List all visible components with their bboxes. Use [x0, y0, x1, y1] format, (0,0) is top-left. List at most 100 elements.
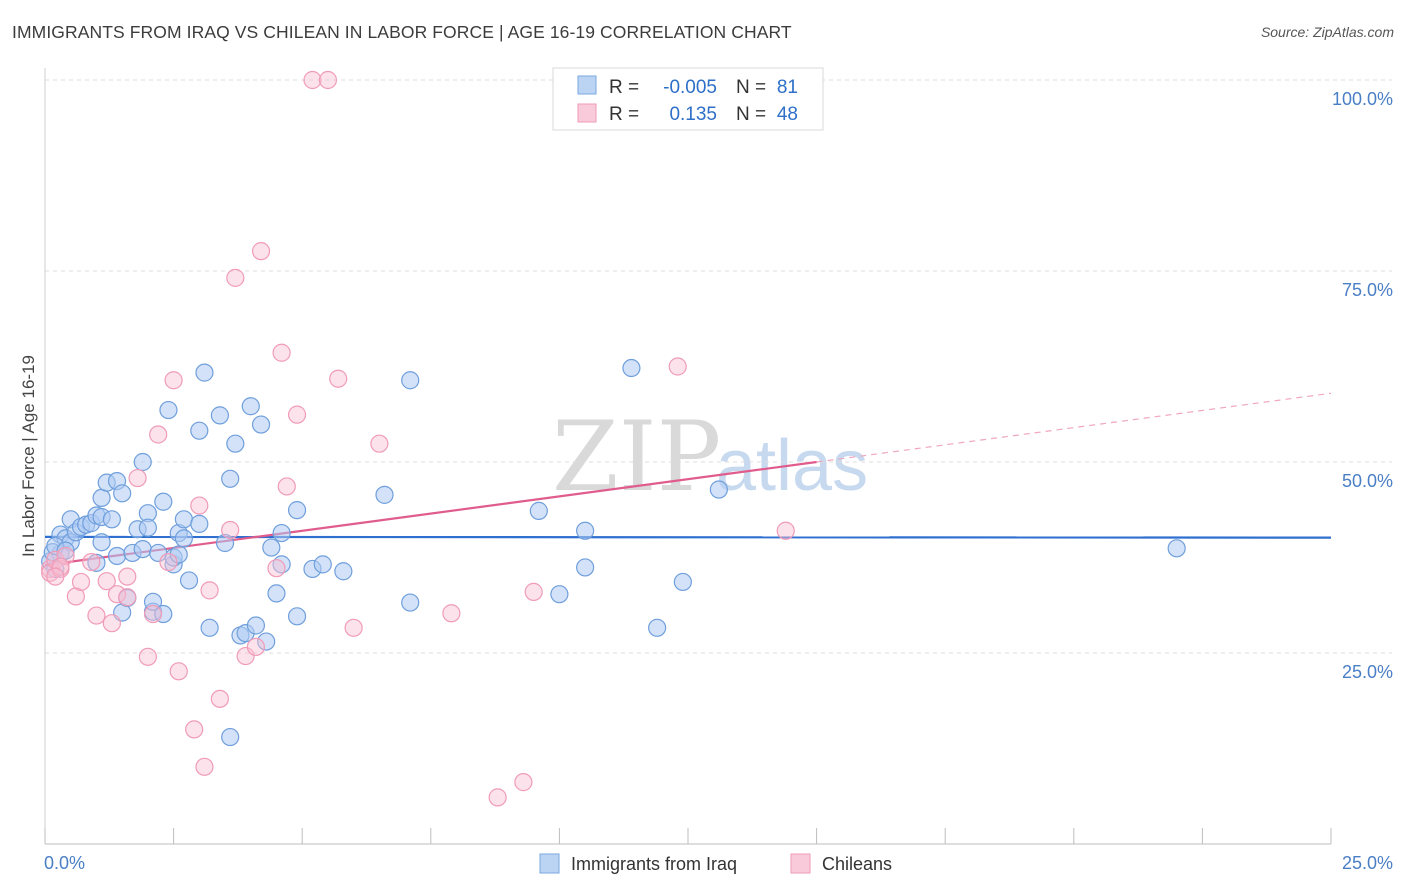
chart-title: IMMIGRANTS FROM IRAQ VS CHILEAN IN LABOR…	[12, 22, 792, 42]
iraq-point	[102, 510, 121, 529]
chileans-point	[185, 720, 204, 739]
bottom-legend-label-iraq: Immigrants from Iraq	[571, 854, 737, 874]
iraq-point	[190, 421, 209, 440]
legend-n-value-1: 81	[777, 77, 798, 98]
chileans-point	[87, 606, 106, 625]
data-points	[41, 70, 1186, 807]
chileans-point	[488, 788, 507, 807]
iraq-point	[241, 397, 260, 416]
iraq-point	[107, 546, 127, 566]
chileans-point	[287, 405, 307, 424]
y-tick-label-100: 100.0%	[1332, 89, 1393, 109]
bottom-legend-swatch-chileans	[790, 853, 811, 874]
legend-swatch-iraq	[577, 75, 597, 95]
iraq-point	[246, 616, 266, 635]
iraq-point	[138, 518, 157, 537]
chileans-point	[344, 618, 363, 637]
iraq-point	[174, 529, 193, 548]
iraq-point	[287, 501, 307, 520]
iraq-point	[92, 488, 111, 508]
iraq-point	[648, 618, 667, 637]
chileans-point	[329, 369, 348, 388]
chileans-point	[246, 637, 266, 656]
iraq-point	[190, 514, 209, 533]
source-label: Source: ZipAtlas.com	[1260, 24, 1394, 40]
chileans-point	[668, 357, 687, 376]
chileans-point	[277, 477, 296, 496]
chileans-point	[200, 581, 219, 600]
chileans-point	[169, 662, 188, 681]
chileans-point	[190, 496, 209, 515]
iraq-point	[200, 618, 219, 637]
x-tick-label-min: 0.0%	[44, 853, 85, 873]
iraq-point	[262, 538, 281, 557]
chileans-point	[251, 242, 271, 261]
chileans-point	[267, 559, 286, 578]
legend-swatch-chileans	[577, 103, 597, 123]
chileans-point	[149, 425, 168, 444]
chileans-point	[159, 552, 178, 572]
iraq-point	[87, 553, 106, 572]
iraq-point	[709, 480, 728, 499]
iraq-point	[529, 501, 548, 520]
chileans-point	[51, 557, 70, 576]
chileans-point	[56, 546, 75, 566]
bottom-legend-label-chileans: Chileans	[822, 854, 892, 874]
legend-n-label-1: N =	[736, 77, 766, 98]
iraq-point	[133, 539, 152, 559]
iraq-trend-line	[44, 535, 1332, 539]
chileans-trend-extension	[816, 392, 1332, 463]
iraq-point	[257, 632, 276, 651]
iraq-point	[401, 593, 420, 612]
chileans-point	[138, 647, 157, 666]
iraq-point	[673, 572, 692, 592]
chileans-point	[221, 520, 240, 540]
iraq-point	[251, 415, 271, 434]
chileans-point	[164, 371, 183, 390]
legend-n-value-2: 48	[777, 104, 798, 125]
chileans-point	[272, 343, 291, 362]
iraq-point	[550, 585, 569, 604]
y-axis-label: In Labor Force | Age 16-19	[19, 355, 38, 557]
gridlines	[45, 79, 1392, 654]
chileans-point	[514, 773, 533, 792]
chileans-point	[118, 588, 137, 607]
iraq-point	[113, 484, 132, 503]
y-tick-label-75: 75.0%	[1342, 280, 1393, 300]
bottom-legend-swatch-iraq	[539, 853, 560, 874]
chileans-point	[128, 468, 147, 488]
chileans-point	[118, 567, 137, 586]
chileans-point	[195, 757, 214, 776]
chileans-point	[210, 689, 229, 708]
iraq-point	[159, 400, 178, 420]
iraq-point	[576, 521, 595, 540]
y-tick-label-50: 50.0%	[1342, 471, 1393, 491]
chileans-point	[82, 552, 101, 572]
chileans-point	[236, 646, 255, 666]
iraq-point	[169, 545, 188, 564]
iraq-point	[179, 571, 199, 590]
legend-r-value-2: 0.135	[669, 104, 717, 125]
chileans-point	[318, 70, 338, 90]
iraq-point	[154, 492, 173, 511]
iraq-point	[272, 523, 291, 543]
chileans-point	[776, 521, 795, 540]
chileans-point	[370, 434, 389, 453]
chileans-point	[107, 585, 127, 604]
iraq-point	[56, 541, 75, 560]
legend-n-label-2: N =	[736, 104, 766, 125]
legend-r-value-1: -0.005	[663, 77, 717, 98]
iraq-point	[221, 727, 240, 747]
iraq-point	[1167, 539, 1186, 558]
series-legend: Immigrants from Iraq Chileans	[539, 853, 892, 874]
iraq-point	[267, 584, 286, 603]
iraq-point	[154, 604, 173, 624]
chileans-point	[303, 70, 322, 90]
iraq-point	[221, 469, 240, 488]
legend-r-label-2: R =	[609, 104, 639, 125]
iraq-point	[195, 363, 214, 382]
legend-r-label-1: R =	[609, 77, 639, 98]
iraq-point	[174, 510, 193, 529]
y-tick-label-25: 25.0%	[1342, 662, 1393, 682]
